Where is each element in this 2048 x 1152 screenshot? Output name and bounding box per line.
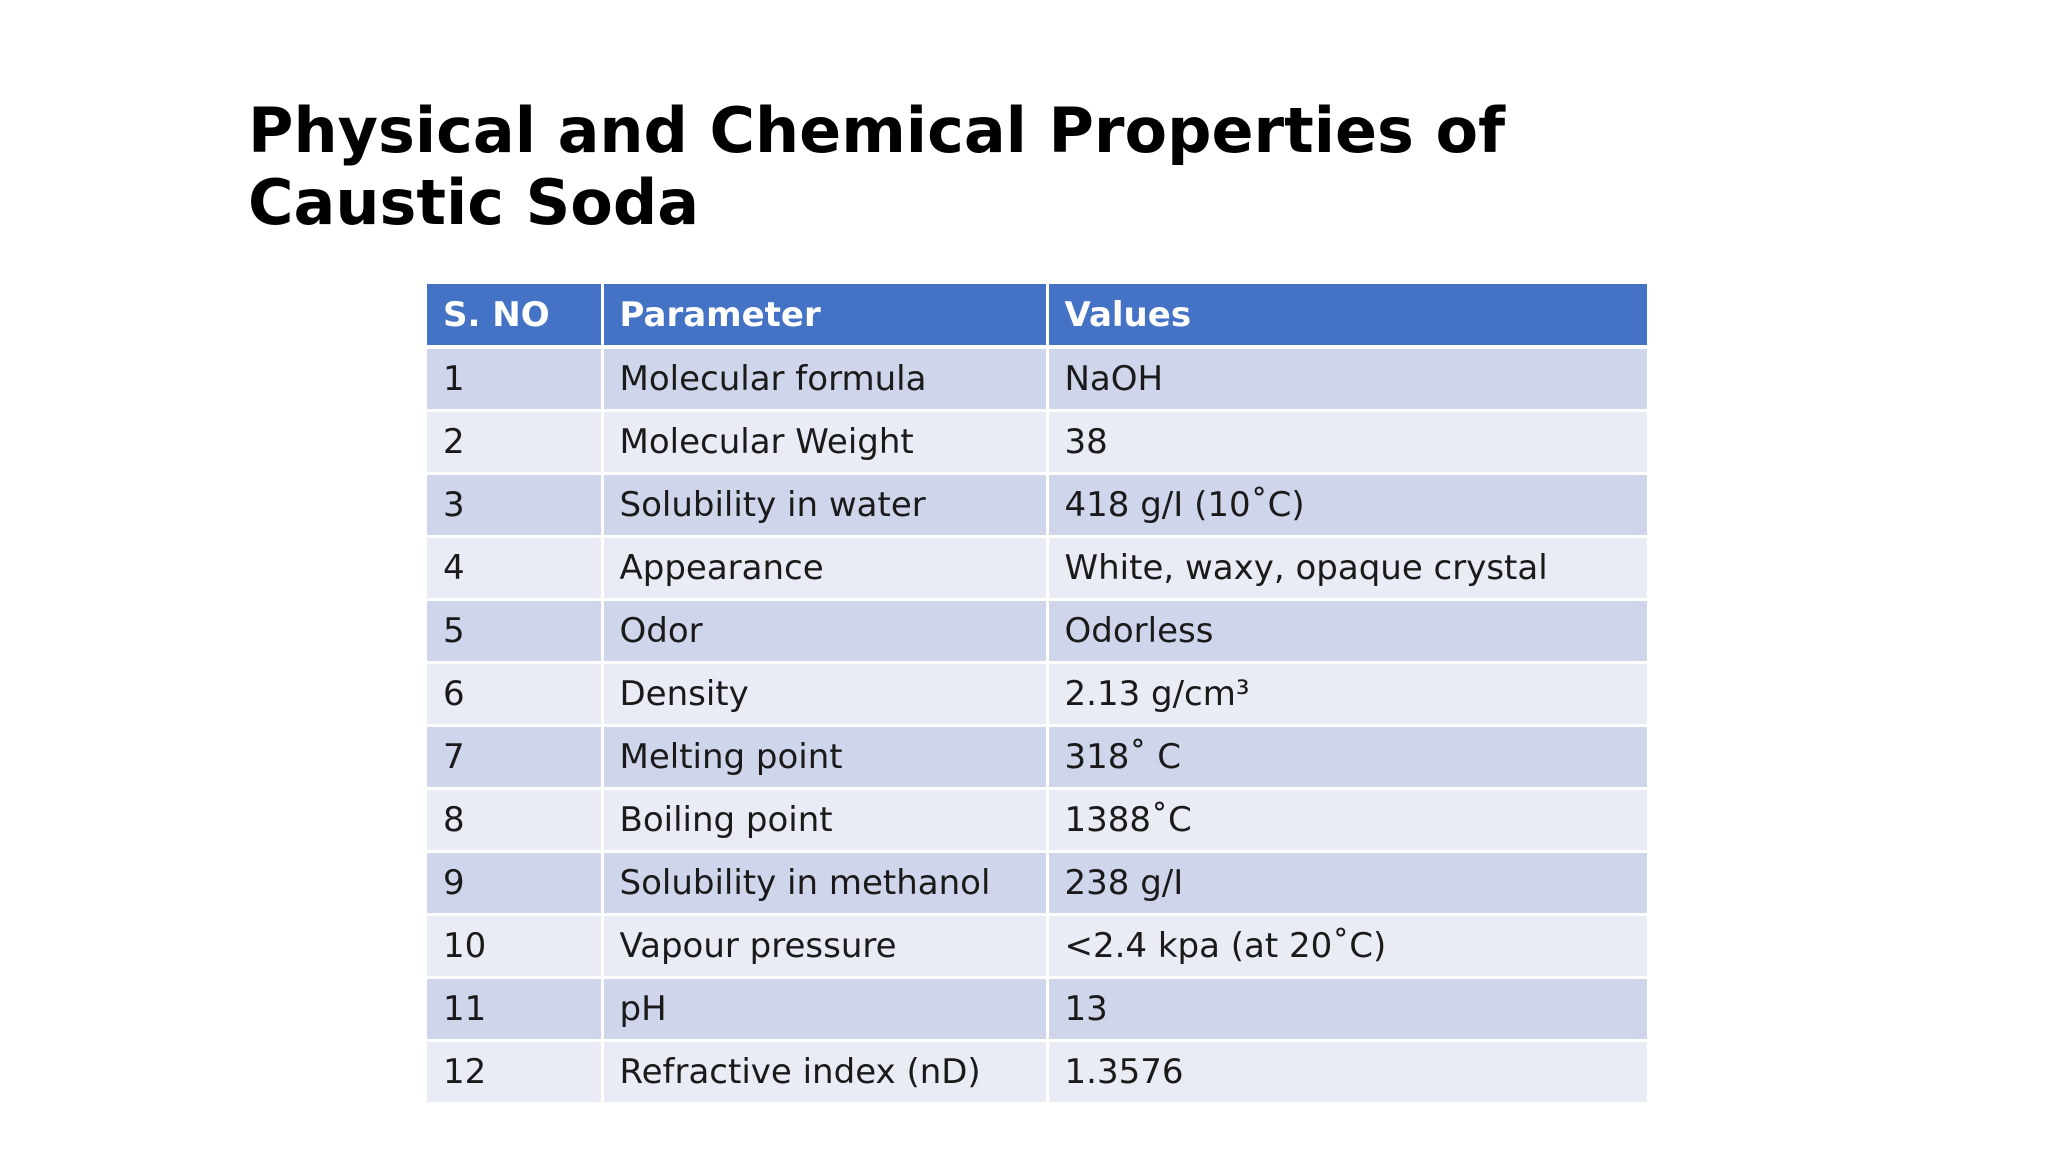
cell-sno: 11 — [427, 977, 604, 1042]
table-row: 12 Refractive index (nD) 1.3576 — [427, 1040, 1647, 1105]
table-row: 6 Density 2.13 g/cm³ — [427, 662, 1647, 727]
table-row: 1 Molecular formula NaOH — [427, 347, 1647, 412]
cell-parameter: Molecular formula — [602, 347, 1049, 412]
cell-sno: 6 — [427, 662, 604, 727]
cell-value: 2.13 g/cm³ — [1047, 662, 1647, 727]
cell-parameter: Odor — [602, 599, 1049, 664]
table-row: 8 Boiling point 1388˚C — [427, 788, 1647, 853]
cell-parameter: Molecular Weight — [602, 410, 1049, 475]
slide-title: Physical and Chemical Properties of Caust… — [248, 95, 1548, 239]
cell-parameter: Vapour pressure — [602, 914, 1049, 979]
slide-title-line-1: Physical and Chemical Properties of — [248, 94, 1506, 167]
table-row: 9 Solubility in methanol 238 g/I — [427, 851, 1647, 916]
cell-sno: 1 — [427, 347, 604, 412]
header-row: S. NO Parameter Values — [427, 284, 1647, 349]
cell-value: 1.3576 — [1047, 1040, 1647, 1105]
table-row: 5 Odor Odorless — [427, 599, 1647, 664]
cell-value: 418 g/I (10˚C) — [1047, 473, 1647, 538]
cell-parameter: Density — [602, 662, 1049, 727]
cell-sno: 4 — [427, 536, 604, 601]
cell-sno: 7 — [427, 725, 604, 790]
cell-parameter: Solubility in water — [602, 473, 1049, 538]
cell-value: <2.4 kpa (at 20˚C) — [1047, 914, 1647, 979]
cell-sno: 9 — [427, 851, 604, 916]
cell-parameter: Solubility in methanol — [602, 851, 1049, 916]
cell-sno: 8 — [427, 788, 604, 853]
header-parameter: Parameter — [602, 284, 1049, 349]
cell-value: 1388˚C — [1047, 788, 1647, 853]
cell-value: 13 — [1047, 977, 1647, 1042]
table-row: 7 Melting point 318˚ C — [427, 725, 1647, 790]
cell-value: NaOH — [1047, 347, 1647, 412]
table-header: S. NO Parameter Values — [427, 284, 1647, 349]
cell-parameter: pH — [602, 977, 1049, 1042]
properties-table: S. NO Parameter Values 1 Molecular formu… — [427, 284, 1647, 1105]
header-values: Values — [1047, 284, 1647, 349]
cell-sno: 10 — [427, 914, 604, 979]
cell-parameter: Refractive index (nD) — [602, 1040, 1049, 1105]
cell-parameter: Melting point — [602, 725, 1049, 790]
slide-title-line-2: Caustic Soda — [248, 166, 700, 239]
cell-value: White, waxy, opaque crystal — [1047, 536, 1647, 601]
header-sno: S. NO — [427, 284, 604, 349]
cell-sno: 5 — [427, 599, 604, 664]
cell-sno: 3 — [427, 473, 604, 538]
cell-value: 238 g/I — [1047, 851, 1647, 916]
cell-parameter: Appearance — [602, 536, 1049, 601]
cell-value: 38 — [1047, 410, 1647, 475]
cell-value: 318˚ C — [1047, 725, 1647, 790]
table-row: 3 Solubility in water 418 g/I (10˚C) — [427, 473, 1647, 538]
table-row: 10 Vapour pressure <2.4 kpa (at 20˚C) — [427, 914, 1647, 979]
cell-sno: 2 — [427, 410, 604, 475]
cell-parameter: Boiling point — [602, 788, 1049, 853]
cell-sno: 12 — [427, 1040, 604, 1105]
table-row: 4 Appearance White, waxy, opaque crystal — [427, 536, 1647, 601]
table-row: 11 pH 13 — [427, 977, 1647, 1042]
cell-value: Odorless — [1047, 599, 1647, 664]
table-row: 2 Molecular Weight 38 — [427, 410, 1647, 475]
table-body: 1 Molecular formula NaOH 2 Molecular Wei… — [427, 347, 1647, 1105]
